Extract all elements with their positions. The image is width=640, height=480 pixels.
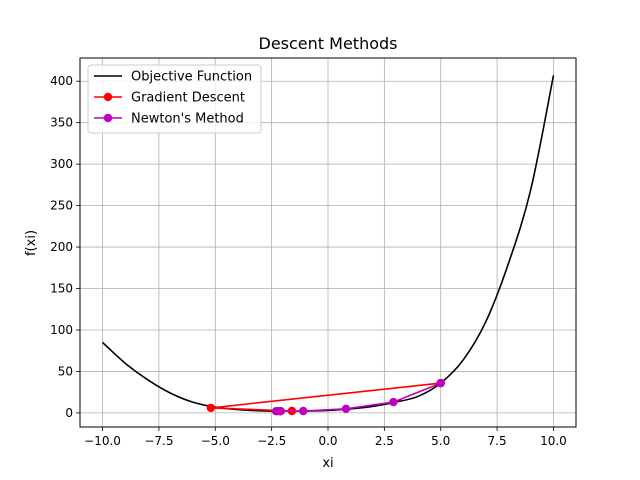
legend-gradient-descent-marker	[103, 92, 113, 102]
x-tick-label: −5.0	[201, 434, 230, 448]
legend-gradient-descent-label: Gradient Descent	[131, 91, 245, 106]
chart-title: Descent Methods	[259, 34, 398, 53]
x-tick-label: 7.5	[488, 434, 507, 448]
y-axis-label: f(xi)	[24, 230, 39, 256]
newton-s-method-point	[389, 397, 398, 407]
legend: Objective Function Gradient Descent Newton…	[87, 64, 262, 134]
y-tick-label: 150	[50, 282, 73, 296]
x-axis-label: xi	[322, 456, 333, 471]
x-tick-label: −2.5	[257, 434, 286, 448]
x-tick-label: 5.0	[431, 434, 450, 448]
plot-data	[101, 75, 555, 416]
newton-s-method-point	[299, 406, 308, 416]
y-tick-label: 100	[50, 323, 73, 337]
x-tick-label: 2.5	[375, 434, 394, 448]
x-tick-label: −10.0	[84, 434, 121, 448]
y-tick-label: 200	[50, 240, 73, 254]
newton-s-method-point	[436, 378, 445, 388]
y-tick-label: 400	[50, 74, 73, 88]
gradient-descent-point	[206, 403, 215, 413]
x-tick-label: 10.0	[540, 434, 567, 448]
legend-box	[87, 64, 262, 134]
x-tick-label: −7.5	[144, 434, 173, 448]
newton-s-method-point	[271, 407, 281, 416]
legend-objective-function-label: Objective Function	[131, 70, 252, 85]
y-tick-label: 250	[50, 199, 73, 213]
y-tick-label: 0	[65, 406, 73, 420]
newton-s-method-point	[341, 404, 351, 413]
x-tick-label: 0.0	[318, 434, 337, 448]
y-tick-label: 50	[58, 364, 73, 378]
legend-newton-s-method-label: Newton's Method	[131, 112, 244, 127]
y-tick-label: 300	[50, 157, 73, 171]
y-tick-label: 350	[50, 116, 73, 130]
legend-newton-s-method-marker	[103, 113, 113, 123]
axis-ticks: −10.0 −7.5 −5.0 −2.5 0.0 2.5 5.0 7.5 10.0 0 50 100 1…	[50, 74, 567, 448]
